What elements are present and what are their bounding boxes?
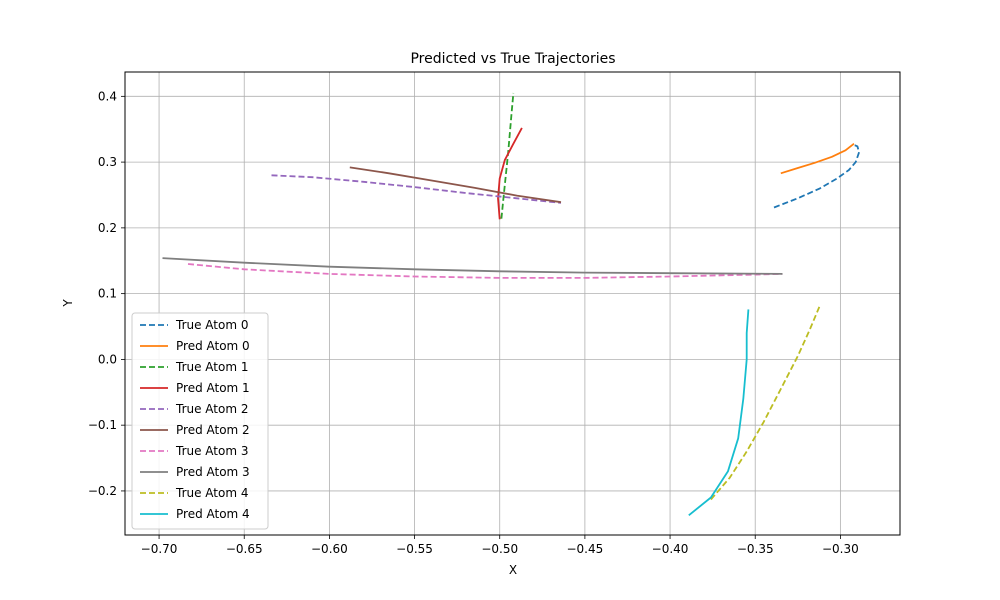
legend-label: Pred Atom 0 (176, 339, 250, 353)
legend-label: True Atom 3 (175, 444, 249, 458)
series-line-3 (497, 127, 523, 220)
x-tick-label: −0.35 (737, 542, 774, 556)
x-tick-label: −0.30 (822, 542, 859, 556)
series-line-6 (187, 263, 783, 279)
legend: True Atom 0 Pred Atom 0 True Atom 1 Pred At… (131, 312, 269, 530)
series-line-5 (349, 166, 562, 204)
plot-frame (124, 71, 901, 536)
x-tick-label: −0.55 (396, 542, 433, 556)
y-tick-label: 0.2 (98, 221, 117, 235)
series-line-2 (500, 92, 515, 219)
series-line-9 (688, 309, 750, 517)
x-tick-label: −0.40 (652, 542, 689, 556)
legend-label: Pred Atom 1 (176, 381, 250, 395)
legend-label: True Atom 2 (175, 402, 249, 416)
series-line-4 (271, 174, 562, 204)
legend-label: True Atom 1 (175, 360, 249, 374)
x-tick-label: −0.45 (566, 542, 603, 556)
legend-label: True Atom 0 (175, 318, 249, 332)
y-tick-label: −0.2 (88, 484, 117, 498)
legend-box (131, 312, 269, 530)
x-tick-label: −0.60 (311, 542, 348, 556)
y-tick-label: 0.3 (98, 155, 117, 169)
x-tick-label: −0.70 (141, 542, 178, 556)
x-tick-label: −0.65 (226, 542, 263, 556)
y-axis-label: Y (61, 299, 75, 308)
series-line-8 (710, 305, 821, 501)
legend-label: Pred Atom 3 (176, 465, 250, 479)
x-axis: −0.70 −0.65 −0.60 −0.55 −0.50 −0.45 −0.40 −0.35… (141, 535, 859, 556)
y-tick-label: 0.1 (98, 287, 117, 301)
y-tick-label: 0.0 (98, 352, 117, 366)
chart-title: Predicted vs True Trajectories (410, 51, 615, 67)
x-tick-label: −0.50 (481, 542, 518, 556)
series-line-1 (780, 142, 855, 175)
legend-label: Pred Atom 2 (176, 423, 250, 437)
series-line-7 (162, 257, 783, 275)
y-tick-label: 0.4 (98, 89, 117, 103)
legend-label: True Atom 4 (175, 486, 249, 500)
y-tick-label: −0.1 (88, 418, 117, 432)
x-axis-label: X (509, 563, 517, 577)
legend-label: Pred Atom 4 (176, 507, 250, 521)
y-axis: −0.2 −0.1 0.0 0.1 0.2 0.3 0.4 (88, 89, 125, 498)
series-line-0 (773, 143, 860, 209)
series-layer (162, 92, 860, 517)
